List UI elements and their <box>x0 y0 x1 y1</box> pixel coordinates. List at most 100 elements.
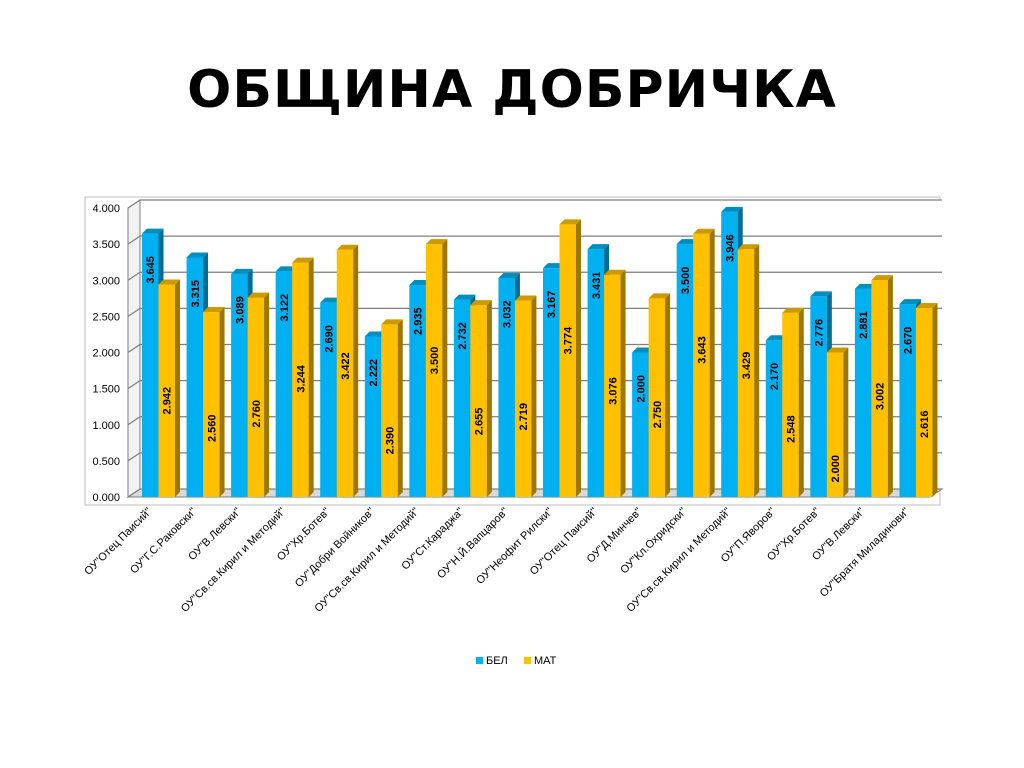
bar-top <box>587 244 610 250</box>
bar-side <box>754 244 760 497</box>
bar-front <box>203 312 220 497</box>
bar-top <box>871 275 893 281</box>
gridline <box>127 343 942 353</box>
data-label: 3.946 <box>724 234 736 262</box>
bar-mat <box>381 319 403 497</box>
data-label: 3.002 <box>875 383 887 411</box>
bar-top <box>915 302 938 308</box>
bar-top <box>559 219 581 225</box>
bar-side <box>175 279 180 497</box>
data-label: 2.000 <box>830 455 842 483</box>
data-label: 2.655 <box>474 408 486 436</box>
gridline <box>127 235 942 245</box>
gridline <box>127 416 942 426</box>
bar-top <box>826 347 849 353</box>
bars <box>142 206 938 498</box>
bar-mat <box>737 244 760 497</box>
data-label: 2.690 <box>323 325 335 353</box>
data-label: 3.774 <box>563 326 575 354</box>
bar-side <box>397 319 403 497</box>
data-label: 3.645 <box>145 256 157 284</box>
bar-mat <box>871 275 893 497</box>
gridline <box>127 271 942 281</box>
bar-front <box>648 298 666 497</box>
bar-mat <box>203 307 225 497</box>
data-label: 3.167 <box>546 291 558 319</box>
bar-top <box>336 244 359 250</box>
bar-top <box>899 299 921 305</box>
bar-mat <box>247 292 270 497</box>
bar-top <box>320 297 342 303</box>
data-label: 2.776 <box>814 319 826 347</box>
bar-front <box>632 352 649 497</box>
y-tick-label: 2.000 <box>92 348 120 360</box>
bar-front <box>364 336 382 497</box>
data-label: 2.732 <box>457 322 469 350</box>
bar-top <box>425 239 448 245</box>
bar-top <box>782 307 804 313</box>
x-tick-label: ОУ"Братя Миладинови" <box>818 506 912 600</box>
data-labels: 3.645 2.942 3.315 2.560 3.089 2.760 3.122 3.244… <box>145 234 931 482</box>
bar-top <box>604 269 626 275</box>
bar-top <box>470 300 492 306</box>
x-axis: ОУ"Отец Паисий"ОУ"Г.С.Раковски"ОУ"В.Левс… <box>82 505 912 615</box>
bar-front <box>231 273 248 497</box>
y-tick-label: 4.000 <box>92 203 120 215</box>
bar-front <box>381 324 398 497</box>
data-label: 3.122 <box>279 294 291 322</box>
bar-top <box>142 228 164 234</box>
data-label: 2.000 <box>635 375 647 403</box>
legend-entry: МАТ <box>534 655 557 667</box>
bar-top <box>514 295 537 301</box>
y-tick-label: 2.500 <box>92 311 120 323</box>
bar-front <box>676 244 694 497</box>
data-label: 2.560 <box>206 415 218 443</box>
bar-side <box>353 244 359 497</box>
bar-top <box>498 272 520 278</box>
data-label: 2.670 <box>903 327 915 355</box>
legend-entry: БЕЛ <box>486 655 508 667</box>
bar-front <box>915 307 933 497</box>
bar-front <box>336 249 354 497</box>
data-label: 2.942 <box>162 387 174 415</box>
bar-top <box>364 331 387 337</box>
bar-front <box>498 277 515 497</box>
bar-side <box>887 275 893 497</box>
bar-front <box>320 302 337 497</box>
data-label: 2.750 <box>652 401 664 429</box>
data-label: 3.500 <box>680 267 692 295</box>
y-tick-label: 0.500 <box>92 456 120 468</box>
data-label: 2.881 <box>858 311 870 339</box>
bar-top <box>409 279 431 285</box>
bar-front <box>587 249 605 497</box>
bar-top <box>292 257 314 263</box>
bar-top <box>543 263 565 269</box>
gridline <box>127 380 942 390</box>
bar-mat <box>514 295 537 497</box>
bar-mat <box>782 307 804 497</box>
bar-side <box>798 307 804 497</box>
bar-mat <box>292 257 314 497</box>
bar-side <box>442 239 448 497</box>
y-tick-label: 1.000 <box>92 420 120 432</box>
bar-side <box>620 269 626 497</box>
bar-side <box>486 300 492 497</box>
bar-front <box>899 304 916 497</box>
bar-top <box>247 292 270 298</box>
gridline <box>127 199 942 209</box>
bar-mat <box>425 239 448 497</box>
data-label: 3.076 <box>607 377 619 405</box>
bar-front <box>854 288 872 497</box>
bar-front <box>470 305 487 497</box>
legend-swatch <box>524 657 531 664</box>
gridline <box>127 488 942 498</box>
bar-front <box>737 249 755 497</box>
data-label: 3.643 <box>696 336 708 364</box>
bar-top <box>737 244 760 250</box>
bar-side <box>665 293 671 497</box>
y-tick-label: 3.500 <box>92 239 120 251</box>
legend: БЕЛ МАТ <box>476 655 557 667</box>
bar-top <box>453 294 476 300</box>
bar-top <box>203 307 225 313</box>
